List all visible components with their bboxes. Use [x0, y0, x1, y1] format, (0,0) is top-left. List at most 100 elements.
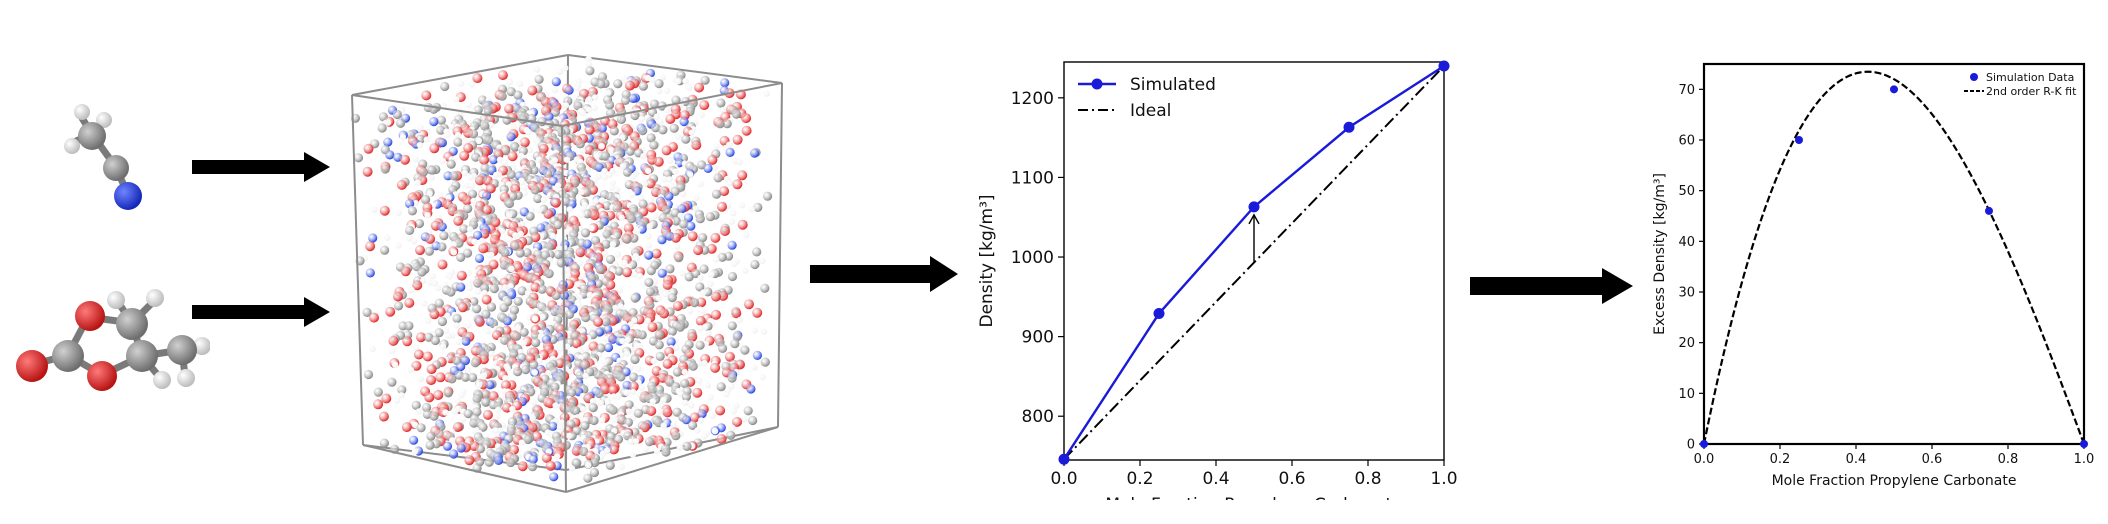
atom [575, 370, 586, 380]
atom [601, 174, 608, 181]
atom [521, 190, 528, 197]
atom [665, 264, 675, 274]
atom [583, 473, 593, 483]
atom [443, 388, 453, 398]
atom [594, 162, 604, 172]
atom [724, 351, 735, 362]
atom [506, 132, 516, 142]
atom [541, 452, 552, 463]
atom [518, 439, 525, 446]
atom [649, 99, 660, 109]
atom [416, 142, 424, 149]
arrow-right-icon [192, 152, 330, 182]
atom [609, 241, 617, 248]
atom [635, 365, 642, 372]
atom [640, 153, 647, 160]
atom [697, 409, 707, 419]
atom [579, 147, 586, 155]
atom [437, 316, 447, 327]
atom [691, 140, 702, 151]
atom [573, 85, 580, 92]
atom [580, 406, 587, 413]
atom [564, 85, 574, 95]
x-tick-label: 0.0 [1694, 452, 1715, 467]
atom [722, 119, 732, 129]
atom [415, 408, 423, 415]
atom [717, 201, 727, 212]
atom [497, 91, 507, 101]
atom [595, 264, 605, 274]
atom [726, 430, 736, 440]
atom [523, 434, 533, 445]
atom [385, 306, 396, 317]
y-tick-label: 800 [1022, 407, 1054, 427]
atom [664, 87, 671, 95]
atom [453, 96, 460, 103]
atom [437, 222, 447, 232]
atom [425, 317, 432, 325]
atom [699, 307, 706, 315]
atom [738, 202, 746, 209]
atom [363, 143, 374, 154]
atom [641, 180, 648, 187]
atom [605, 460, 615, 470]
atom [678, 219, 689, 229]
atom [630, 293, 640, 303]
atom [465, 322, 472, 329]
atom [466, 285, 473, 292]
atom [711, 189, 722, 199]
atom [627, 438, 634, 445]
atom [748, 415, 758, 426]
atom [570, 406, 581, 416]
atom [368, 233, 378, 243]
atom [481, 389, 491, 399]
atom [380, 245, 390, 255]
atom [719, 186, 730, 197]
atom [566, 368, 574, 376]
atom [460, 416, 467, 423]
atom [591, 94, 599, 101]
atom [394, 301, 404, 311]
atom [463, 204, 473, 214]
atom [504, 365, 511, 372]
atom [752, 247, 762, 257]
atom [385, 150, 395, 160]
arrow-right-icon [810, 256, 958, 292]
density-chart: 0.0 0.2 0.4 0.6 0.8 1.0 800 900 1000 1100 1200 Mole… [977, 60, 1458, 500]
y-tick-label: 0 [1687, 438, 1695, 453]
atom [409, 435, 419, 445]
atom [575, 139, 585, 149]
atom [468, 182, 476, 189]
atom [598, 197, 605, 204]
atom [536, 357, 543, 365]
atom [501, 146, 511, 156]
atom [680, 191, 687, 198]
atom [646, 223, 653, 230]
atom [589, 467, 600, 478]
atom [669, 123, 679, 133]
atom [456, 282, 466, 292]
atom [570, 331, 580, 341]
atom [396, 118, 406, 128]
atom [468, 372, 478, 383]
atom [677, 204, 687, 214]
atom [603, 342, 614, 353]
atom [501, 284, 509, 291]
atom [750, 148, 760, 158]
atom [601, 239, 611, 249]
atom [730, 408, 738, 415]
acetonitrile-molecule [64, 104, 142, 210]
atom [522, 262, 533, 272]
atom [456, 270, 467, 281]
atom [585, 462, 592, 469]
atom [472, 304, 482, 314]
atom [457, 80, 465, 88]
atom [484, 135, 494, 145]
atom [688, 402, 695, 409]
atom [500, 380, 511, 391]
atom [501, 159, 509, 166]
atom [402, 336, 413, 347]
atom [424, 212, 431, 219]
atom [527, 462, 538, 472]
atom [726, 180, 734, 187]
